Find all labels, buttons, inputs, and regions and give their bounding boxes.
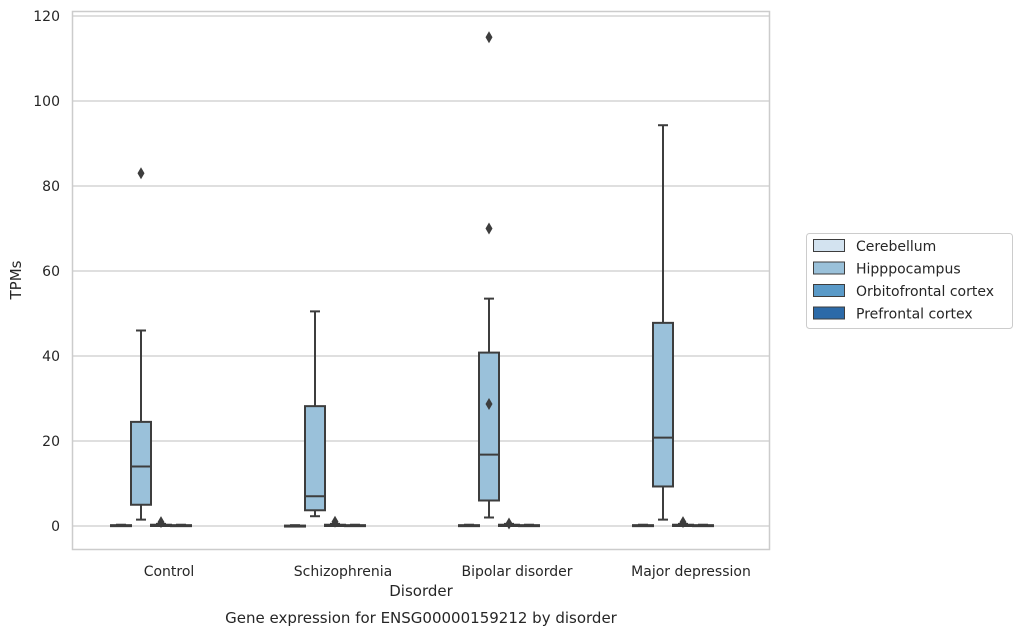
x-tick-label: Major depression [631, 564, 751, 580]
y-axis-title: TPMs [7, 260, 25, 300]
x-axis-title: Disorder [389, 582, 453, 600]
box [478, 351, 500, 502]
outlier-point [137, 167, 145, 180]
legend-entry: Cerebellum [856, 239, 936, 255]
chart-title: Gene expression for ENSG00000159212 by d… [225, 609, 618, 627]
y-tick-label: 80 [42, 179, 60, 195]
box [130, 420, 152, 506]
x-tick-label: Bipolar disorder [461, 564, 572, 580]
y-tick-label: 40 [42, 349, 60, 365]
legend-swatch [813, 261, 845, 275]
y-tick-label: 120 [33, 9, 60, 25]
y-tick-label: 60 [42, 264, 60, 280]
legend-swatch [813, 284, 845, 297]
outlier-point [485, 222, 493, 235]
outlier-point [331, 515, 339, 528]
y-tick-label: 100 [33, 94, 60, 110]
outlier-point [679, 516, 687, 529]
outlier-point [157, 516, 165, 529]
y-tick-label: 20 [42, 434, 60, 450]
legend: Cerebellum Hipppocampus Orbitofrontal cort… [806, 233, 1013, 329]
legend-swatch [813, 306, 845, 320]
plot-frame [71, 10, 771, 551]
y-tick-label: 0 [51, 519, 60, 535]
outlier-point [485, 398, 493, 411]
x-tick-labels: Control Schizophrenia Bipolar disorder Majo… [144, 564, 751, 580]
legend-entry: Prefrontal cortex [856, 307, 973, 323]
outlier-point [485, 31, 493, 44]
legend-frame [806, 233, 1013, 329]
box-plots [110, 31, 714, 530]
y-tick-labels: 0 20 40 60 80 100 120 [33, 9, 60, 535]
box [304, 405, 326, 512]
x-tick-label: Schizophrenia [294, 564, 392, 580]
legend-swatch [813, 239, 845, 252]
box [652, 321, 674, 488]
x-tick-label: Control [144, 564, 195, 580]
legend-entry: Orbitofrontal cortex [856, 284, 994, 300]
outlier-point [505, 517, 513, 530]
legend-entry: Hipppocampus [856, 262, 961, 278]
